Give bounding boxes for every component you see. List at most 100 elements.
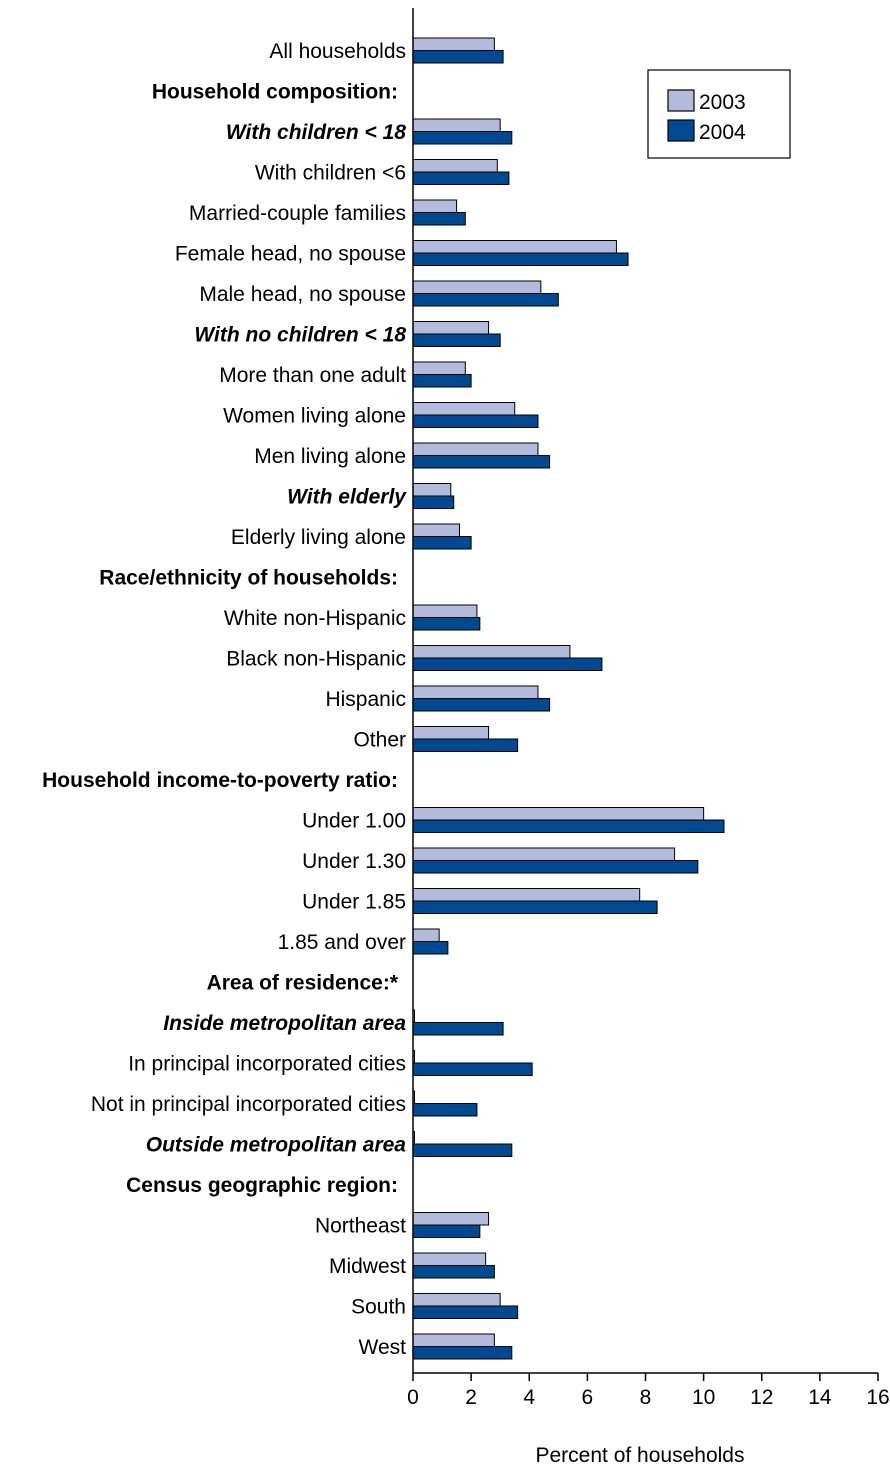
category-label-1-85-and-over: 1.85 and over [278,931,406,954]
category-label-all-households: All households [269,40,406,63]
category-label-men-living-alone: Men living alone [254,445,406,468]
category-label-under-1-85: Under 1.85 [302,891,406,914]
bar-2004-midwest [412,1265,495,1279]
bar-2003-northeast [412,1212,490,1226]
legend-label-2004: 2004 [699,121,746,144]
category-label-midwest: Midwest [329,1255,406,1278]
category-label-not-in-principal-incorporated-cities: Not in principal incorporated cities [91,1093,406,1116]
bar-2004-male-head-no-spouse [412,293,559,307]
bar-2004-not-in-principal-incorporated-cities [412,1103,478,1117]
category-label-in-principal-incorporated-cities: In principal incorporated cities [128,1053,406,1076]
bar-2004-with-elderly [412,495,455,509]
category-label-household-income-to-poverty-ratio: Household income-to-poverty ratio: [42,769,398,792]
bar-2003-other [412,726,490,740]
bar-2004-hispanic [412,698,551,712]
bar-2004-northeast [412,1224,481,1238]
bar-2003-black-non-hispanic [412,645,571,659]
category-label-hispanic: Hispanic [325,688,406,711]
bar-2003-with-children-18 [412,118,501,132]
bar-2003-hispanic [412,685,539,699]
x-axis-title: Percent of households [536,1444,745,1467]
bar-2004-under-1-30 [412,860,699,874]
bar-2004-with-children-18 [412,131,513,145]
bar-2004-female-head-no-spouse [412,252,629,266]
x-tick-label-14: 14 [808,1386,832,1409]
bar-2004-under-1-85 [412,900,658,914]
bar-2003-under-1-30 [412,847,676,861]
category-label-female-head-no-spouse: Female head, no spouse [175,243,406,266]
category-label-race-ethnicity-of-households: Race/ethnicity of households: [99,567,398,590]
bars-layer [412,37,725,1360]
category-label-with-children-18: With children < 18 [226,121,406,144]
legend: 2003 2004 [647,69,791,159]
bar-2004-1-85-and-over [412,941,449,955]
bar-2003-women-living-alone [412,402,516,416]
bar-2003-married-couple-families [412,199,458,213]
bar-2003-all-households [412,37,495,51]
x-tick-label-4: 4 [523,1386,535,1409]
bar-2004-south [412,1305,519,1319]
bar-2004-under-1-00 [412,819,725,833]
bar-2003-men-living-alone [412,442,539,456]
x-tick-label-0: 0 [407,1386,419,1409]
bar-2004-married-couple-families [412,212,466,226]
category-label-area-of-residence: Area of residence:* [207,972,399,995]
bar-2004-black-non-hispanic [412,657,603,671]
category-label-male-head-no-spouse: Male head, no spouse [199,283,406,306]
x-tick-label-6: 6 [582,1386,594,1409]
bar-2003-more-than-one-adult [412,361,466,375]
x-tick-label-8: 8 [640,1386,652,1409]
bar-2003-male-head-no-spouse [412,280,542,294]
bar-2003-1-85-and-over [412,928,440,942]
category-labels: All households Household composition: With… [42,40,407,1359]
bar-2003-midwest [412,1252,487,1266]
bar-2003-west [412,1333,495,1347]
x-tick-label-12: 12 [750,1386,773,1409]
category-label-with-children-6: With children <6 [255,162,406,185]
category-label-with-elderly: With elderly [287,486,407,509]
category-label-outside-metropolitan-area: Outside metropolitan area [146,1134,407,1157]
bar-2004-women-living-alone [412,414,539,428]
axes: 0 2 4 6 8 10 12 14 16 [407,8,890,1409]
x-tick-label-2: 2 [465,1386,477,1409]
bar-2003-with-children-6 [412,159,498,173]
bar-2003-south [412,1293,501,1307]
bar-2003-with-elderly [412,483,452,497]
category-label-with-no-children-18: With no children < 18 [194,324,406,347]
bar-2004-more-than-one-adult [412,374,472,388]
category-label-northeast: Northeast [315,1215,406,1238]
category-label-more-than-one-adult: More than one adult [219,364,406,387]
bar-2004-west [412,1346,513,1360]
category-label-under-1-30: Under 1.30 [302,850,406,873]
bar-2004-inside-metropolitan-area [412,1022,504,1036]
category-label-other: Other [353,729,406,752]
bar-2003-under-1-85 [412,888,641,902]
x-tick-label-16: 16 [866,1386,889,1409]
category-label-west: West [359,1336,407,1359]
legend-label-2003: 2003 [699,91,746,114]
bar-2004-other [412,738,519,752]
category-label-household-composition: Household composition: [152,81,398,104]
bar-2003-under-1-00 [412,807,705,821]
legend-box [647,69,791,159]
legend-swatch-2004 [667,119,695,142]
bar-2003-female-head-no-spouse [412,240,617,254]
category-label-under-1-00: Under 1.00 [302,810,406,833]
bar-2004-white-non-hispanic [412,617,481,631]
bar-2004-outside-metropolitan-area [412,1143,513,1157]
bar-2004-all-households [412,50,504,64]
bar-2004-with-no-children-18 [412,333,501,347]
x-tick-label-10: 10 [692,1386,715,1409]
bar-2003-elderly-living-alone [412,523,460,537]
category-label-black-non-hispanic: Black non-Hispanic [226,648,406,671]
category-label-elderly-living-alone: Elderly living alone [231,526,406,549]
bar-2004-in-principal-incorporated-cities [412,1062,533,1076]
bar-2004-men-living-alone [412,455,551,469]
bar-2003-white-non-hispanic [412,604,478,618]
category-label-white-non-hispanic: White non-Hispanic [224,607,406,630]
bar-2003-with-no-children-18 [412,321,490,335]
category-label-married-couple-families: Married-couple families [189,202,406,225]
legend-swatch-2003 [667,89,695,112]
bar-2004-elderly-living-alone [412,536,472,550]
